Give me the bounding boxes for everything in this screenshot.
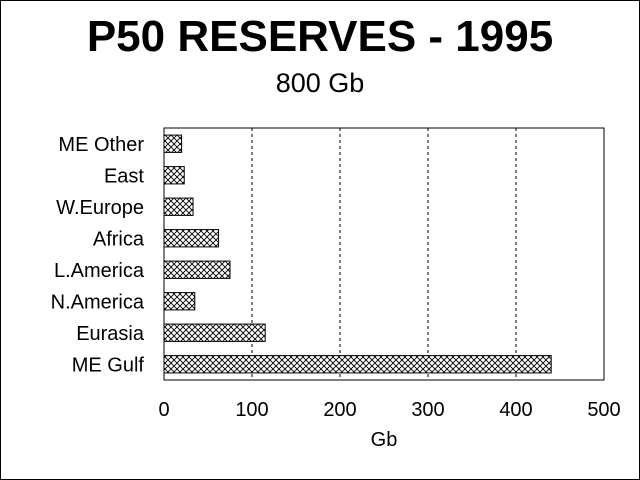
x-tick-label: 400 [499,399,532,421]
x-tick-label: 300 [411,399,444,421]
plot-area [163,127,605,381]
x-axis-label: Gb [371,429,398,451]
category-label: East [104,165,144,187]
x-tick-label: 200 [323,399,356,421]
bar-east [163,166,185,185]
category-label: N.America [51,291,145,313]
bar-africa [163,229,220,248]
x-tick-label: 100 [235,399,268,421]
bar-me-other [163,134,183,153]
x-tick-labels: 0 100 200 300 400 500 [158,399,620,421]
bar-me-gulf [163,355,552,374]
bar-eurasia [163,323,266,342]
bar-w-europe [163,197,194,216]
category-label: ME Gulf [72,354,145,376]
chart-subtitle: 800 Gb [275,68,365,98]
bar-n-america [163,292,196,311]
x-tick-label: 500 [587,399,620,421]
category-labels: ME Other East W.Europe Africa L.America N.Ame… [51,134,145,377]
category-label: W.Europe [56,197,144,219]
category-label: Eurasia [76,323,145,345]
grid-lines [251,128,517,380]
bar-l-america [163,260,231,279]
category-label: Africa [93,228,145,250]
bars [163,134,552,374]
chart-title: P50 RESERVES - 1995 [86,12,554,61]
x-tick-label: 0 [158,399,169,421]
category-label: ME Other [58,134,144,156]
category-label: L.America [54,260,145,282]
